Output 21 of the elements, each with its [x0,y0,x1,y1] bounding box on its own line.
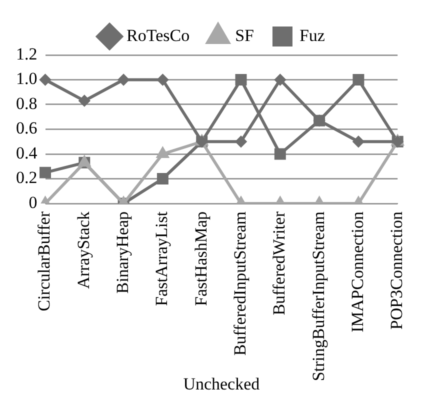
y-tick-label: 0.6 [16,118,38,138]
y-tick-label: 0 [28,192,38,212]
y-tick-label: 0.8 [16,94,38,113]
y-tick-label: 1.0 [16,69,38,88]
x-axis-title: Unchecked [183,374,260,394]
y-tick-label: 1.2 [16,44,38,64]
x-tick-label: POP3Connection [387,211,406,330]
x-tick-label: CircularBuffer [34,211,54,312]
x-tick-label: ArrayStack [74,211,93,289]
x-tick-label: FastArrayList [152,211,172,306]
legend-label: Fuz [299,26,326,45]
x-tick-label: BufferedInputStream [230,212,250,356]
legend-label: SF [235,26,254,45]
x-tick-label: BinaryHeap [113,212,132,294]
y-tick-label: 0.4 [16,143,38,162]
y-tick-label: 0.2 [16,168,38,188]
x-tick-label: BufferedWriter [270,211,289,316]
legend-label: RoTesCo [126,26,190,45]
x-tick-label: StringBufferInputStream [308,212,328,382]
x-tick-label: IMAPConnection [348,211,367,332]
x-tick-label: FastHashMap [191,212,210,306]
